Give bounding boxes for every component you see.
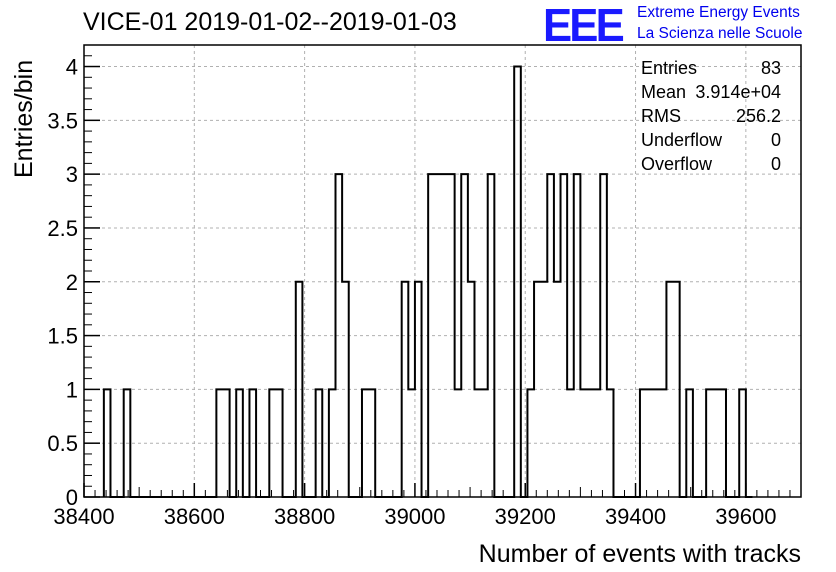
stat-label: Overflow xyxy=(641,154,713,174)
stat-label: Entries xyxy=(641,58,698,78)
y-tick-label: 0 xyxy=(66,485,78,510)
x-tick-label: 39000 xyxy=(384,504,445,529)
y-tick-label: 3 xyxy=(66,162,78,187)
y-tick-label: 1.5 xyxy=(47,324,78,349)
logo-line-1: Extreme Energy Events xyxy=(637,4,800,21)
stat-row-overflow: Overflow 0 xyxy=(641,154,781,178)
x-tick-label: 38400 xyxy=(53,504,114,529)
y-tick-label: 3.5 xyxy=(47,108,78,133)
x-tick-labels: 38400 38600 38800 39000 39200 39400 39600 xyxy=(53,504,776,529)
stat-row-mean: Mean 3.914e+04 xyxy=(641,82,781,106)
y-tick-label: 2.5 xyxy=(47,216,78,241)
stat-row-entries: Entries 83 xyxy=(641,58,781,82)
stat-label: RMS xyxy=(641,106,681,126)
y-tick-label: 0.5 xyxy=(47,431,78,456)
stat-label: Mean xyxy=(641,82,687,102)
histogram-step-line xyxy=(102,65,753,498)
stat-label: Underflow xyxy=(641,130,723,150)
stat-value: 3.914e+04 xyxy=(695,82,781,102)
stat-row-rms: RMS 256.2 xyxy=(641,106,781,130)
x-axis-label: Number of events with tracks xyxy=(479,540,801,568)
y-tick-label: 2 xyxy=(66,270,78,295)
x-tick-label: 39600 xyxy=(715,504,776,529)
y-tick-labels: 0 0.5 1 1.5 2 2.5 3 3.5 4 xyxy=(47,55,78,510)
x-tick-label: 38800 xyxy=(274,504,335,529)
stat-value: 0 xyxy=(770,154,781,174)
chart-title: VICE-01 2019-01-02--2019-01-03 xyxy=(83,8,457,36)
y-tick-label: 4 xyxy=(66,55,78,80)
x-tick-label: 39200 xyxy=(495,504,556,529)
stats-box: Entries 83 Mean 3.914e+04 RMS 256.2 Unde… xyxy=(641,58,781,178)
x-tick-label: 38600 xyxy=(164,504,225,529)
logo-line-2: La Scienza nelle Scuole xyxy=(637,25,803,42)
stat-value: 256.2 xyxy=(735,106,781,126)
stat-value: 0 xyxy=(770,130,781,150)
y-tick-label: 1 xyxy=(66,377,78,402)
x-tick-label: 39400 xyxy=(605,504,666,529)
axis-ticks xyxy=(83,55,791,498)
eee-logo: EEE xyxy=(543,0,625,51)
stat-row-underflow: Underflow 0 xyxy=(641,130,781,154)
stat-value: 83 xyxy=(760,58,781,78)
y-axis-label: Entries/bin xyxy=(10,60,38,178)
